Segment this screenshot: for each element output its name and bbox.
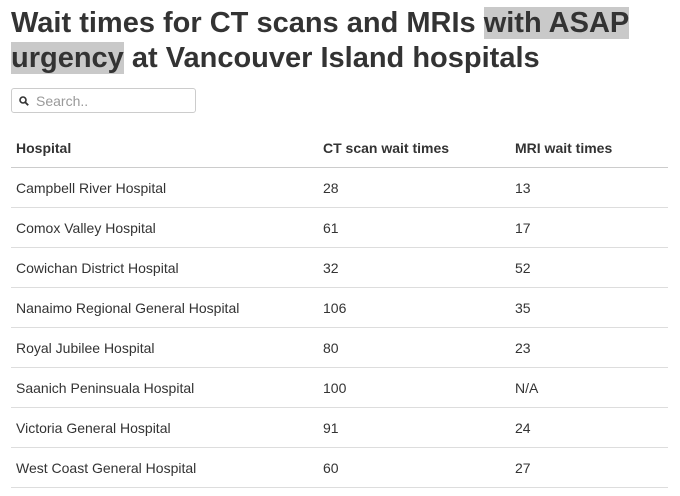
table-cell: 24	[510, 407, 668, 448]
table-cell: 80	[318, 327, 510, 368]
table-cell: 91	[318, 407, 510, 448]
table-cell: Nanaimo Regional General Hospital	[11, 287, 318, 328]
table-cell: Cowichan District Hospital	[11, 247, 318, 288]
table-body: Campbell River Hospital 28 13 Comox Valley …	[11, 167, 668, 488]
table-cell: 23	[510, 327, 668, 368]
table-row: Cowichan District Hospital 32 52	[11, 247, 668, 288]
table-cell: Saanich Peninsuala Hospital	[11, 367, 318, 408]
table: Hospital CT scan wait times MRI wait times…	[11, 128, 668, 488]
table-row: Victoria General Hospital 91 24	[11, 407, 668, 448]
table-row: Royal Jubilee Hospital 80 23	[11, 327, 668, 368]
header-row: Hospital CT scan wait times MRI wait times	[11, 128, 668, 168]
table-cell: 35	[510, 287, 668, 328]
table-cell: 27	[510, 447, 668, 488]
column-header[interactable]: MRI wait times	[510, 128, 668, 168]
table-cell: West Coast General Hospital	[11, 447, 318, 488]
table-cell: 106	[318, 287, 510, 328]
table-row: Comox Valley Hospital 61 17	[11, 207, 668, 248]
table-cell: Victoria General Hospital	[11, 407, 318, 448]
table-row: West Coast General Hospital 60 27	[11, 447, 668, 488]
table-cell: 100	[318, 367, 510, 408]
column-header[interactable]: Hospital	[11, 128, 318, 168]
search-box[interactable]: Search..	[11, 88, 196, 113]
title: Wait times for CT scans and MRIs with AS…	[11, 6, 661, 76]
table-cell: Royal Jubilee Hospital	[11, 327, 318, 368]
table-row: Campbell River Hospital 28 13	[11, 167, 668, 208]
title-text: Wait times for CT scans and MRIs	[11, 7, 484, 39]
table-cell: 13	[510, 167, 668, 208]
search-icon	[19, 96, 29, 106]
table-cell: Comox Valley Hospital	[11, 207, 318, 248]
table-cell: 52	[510, 247, 668, 288]
search-placeholder: Search..	[36, 93, 89, 109]
table-cell: 61	[318, 207, 510, 248]
title-text: at Vancouver Island hospitals	[123, 42, 540, 74]
table-cell: 28	[318, 167, 510, 208]
table-row: Saanich Peninsuala Hospital 100 N/A	[11, 367, 668, 408]
table-cell: Campbell River Hospital	[11, 167, 318, 208]
table-cell: 32	[318, 247, 510, 288]
table-cell: 17	[510, 207, 668, 248]
table-cell: N/A	[510, 367, 668, 408]
table-cell: 60	[318, 447, 510, 488]
table-row: Nanaimo Regional General Hospital 106 35	[11, 287, 668, 328]
column-header[interactable]: CT scan wait times	[318, 128, 510, 168]
